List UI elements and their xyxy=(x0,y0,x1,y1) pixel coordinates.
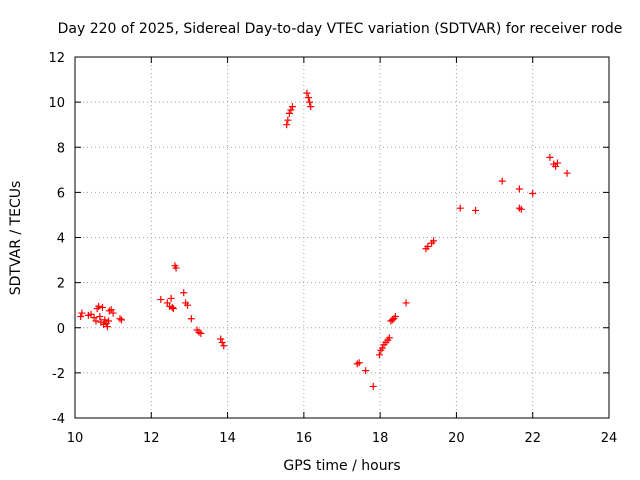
data-point xyxy=(529,190,537,198)
y-tick-label: 4 xyxy=(57,232,65,247)
data-point xyxy=(187,315,195,323)
data-point xyxy=(306,98,314,106)
data-point xyxy=(287,106,295,114)
x-tick-label: 10 xyxy=(67,431,84,446)
x-axis-label: GPS time / hours xyxy=(283,458,400,474)
data-point xyxy=(184,301,192,309)
data-point xyxy=(220,342,228,350)
data-point xyxy=(430,237,438,245)
data-point xyxy=(388,316,396,324)
data-point xyxy=(77,312,85,320)
y-axis-label: SDTVAR / TECUs xyxy=(8,181,24,296)
data-point xyxy=(217,335,225,343)
data-point xyxy=(157,296,165,304)
y-tick-label: -4 xyxy=(52,412,65,427)
data-point xyxy=(385,334,393,342)
data-point xyxy=(517,205,525,213)
data-point xyxy=(307,103,315,111)
y-tick-label: 10 xyxy=(48,96,65,111)
data-point xyxy=(554,159,562,167)
x-tick-label: 14 xyxy=(219,431,236,446)
data-point xyxy=(378,344,386,352)
data-point xyxy=(391,312,399,320)
y-tick-labels: -4 -2 0 2 4 6 8 10 12 xyxy=(48,51,65,427)
data-point xyxy=(98,303,106,311)
data-point xyxy=(304,94,312,102)
data-point xyxy=(375,351,383,359)
data-point xyxy=(284,116,292,124)
data-point xyxy=(197,329,205,337)
y-tick-label: 6 xyxy=(57,186,65,201)
y-tick-label: 12 xyxy=(48,51,65,66)
x-tick-label: 22 xyxy=(524,431,541,446)
x-tick-label: 12 xyxy=(143,431,160,446)
data-point xyxy=(285,109,293,117)
x-tick-labels: 10 12 14 16 18 20 22 24 xyxy=(67,431,618,446)
data-point xyxy=(87,310,95,318)
data-point xyxy=(498,177,506,185)
data-point xyxy=(172,264,180,272)
data-point xyxy=(103,323,111,331)
data-point xyxy=(546,153,554,161)
data-point xyxy=(424,243,432,251)
data-point xyxy=(116,315,124,323)
y-tick-label: 0 xyxy=(57,322,65,337)
data-point xyxy=(180,289,188,297)
data-point xyxy=(283,121,291,129)
data-point xyxy=(96,312,104,320)
data-point xyxy=(218,338,226,346)
data-point xyxy=(369,382,377,390)
data-point xyxy=(109,309,117,317)
y-tick-label: 8 xyxy=(57,141,65,156)
chart-title: Day 220 of 2025, Sidereal Day-to-day VTE… xyxy=(58,21,623,37)
data-point xyxy=(303,89,311,97)
y-tick-label: -2 xyxy=(52,367,65,382)
data-point xyxy=(101,316,109,324)
data-point xyxy=(169,305,177,313)
data-point xyxy=(168,303,176,311)
grid-lines xyxy=(75,57,609,418)
data-point xyxy=(472,206,479,214)
x-tick-label: 16 xyxy=(296,431,313,446)
data-point xyxy=(355,359,363,367)
data-point xyxy=(362,367,370,375)
data-point xyxy=(167,294,175,302)
data-point xyxy=(118,316,126,324)
x-tick-label: 20 xyxy=(448,431,465,446)
data-point xyxy=(515,185,523,193)
data-point xyxy=(78,309,86,317)
data-point xyxy=(402,299,410,307)
data-point xyxy=(95,302,103,310)
x-tick-label: 24 xyxy=(601,431,618,446)
data-point xyxy=(288,103,296,111)
y-tick-label: 2 xyxy=(57,277,65,292)
data-point xyxy=(456,204,464,212)
x-tick-label: 18 xyxy=(372,431,389,446)
data-point xyxy=(563,169,571,177)
data-point xyxy=(92,317,100,325)
axis-ticks xyxy=(74,56,610,419)
data-points xyxy=(77,89,571,390)
data-point xyxy=(105,317,113,325)
